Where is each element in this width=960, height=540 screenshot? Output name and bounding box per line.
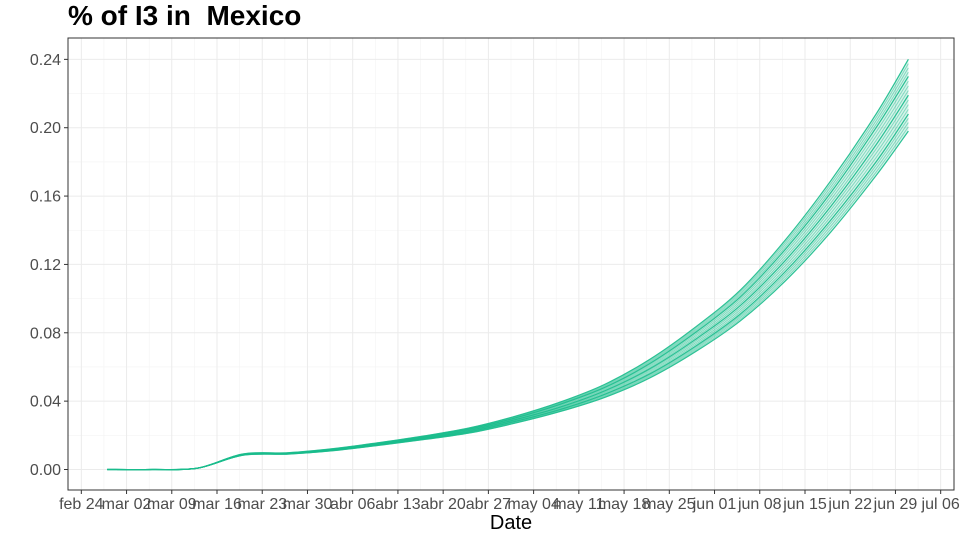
y-tick-label: 0.20 <box>30 120 61 137</box>
x-tick-label: abr 27 <box>466 496 511 513</box>
x-tick-label: mar 30 <box>283 496 333 513</box>
y-tick-label: 0.04 <box>30 394 61 411</box>
x-axis-title: Date <box>490 512 532 534</box>
chart-title: % of I3 in Mexico <box>68 0 302 31</box>
x-tick-label: jun 29 <box>873 496 918 513</box>
y-axis: 0.00 0.04 0.08 0.12 0.16 0.20 0.24 <box>30 52 68 479</box>
x-tick-label: jun 15 <box>782 496 827 513</box>
series-line <box>107 130 909 471</box>
y-tick-label: 0.16 <box>30 189 61 206</box>
x-tick-label: jul 06 <box>921 496 960 513</box>
x-tick-label: may 25 <box>643 496 696 513</box>
x-tick-label: abr 20 <box>420 496 465 513</box>
major-gridlines <box>68 38 954 490</box>
y-tick-label: 0.12 <box>30 257 61 274</box>
x-tick-label: may 18 <box>598 496 651 513</box>
x-tick-label: abr 13 <box>375 496 420 513</box>
series-line <box>107 59 909 471</box>
x-tick-label: jun 22 <box>827 496 872 513</box>
x-tick-label: may 11 <box>553 496 604 513</box>
y-tick-label: 0.00 <box>30 462 61 479</box>
x-tick-label: mar 02 <box>102 496 152 513</box>
x-tick-label: may 04 <box>507 496 560 513</box>
x-tick-label: mar 16 <box>192 496 242 513</box>
y-tick-label: 0.08 <box>30 325 61 342</box>
x-tick-label: jun 01 <box>692 496 737 513</box>
x-tick-label: mar 09 <box>147 496 197 513</box>
x-tick-label: jun 08 <box>737 496 782 513</box>
series-layer <box>107 59 909 471</box>
x-tick-label: abr 06 <box>330 496 375 513</box>
x-tick-label: mar 23 <box>237 496 287 513</box>
minor-gridlines <box>68 38 954 490</box>
x-tick-label: feb 24 <box>59 496 104 513</box>
y-tick-label: 0.24 <box>30 52 61 69</box>
